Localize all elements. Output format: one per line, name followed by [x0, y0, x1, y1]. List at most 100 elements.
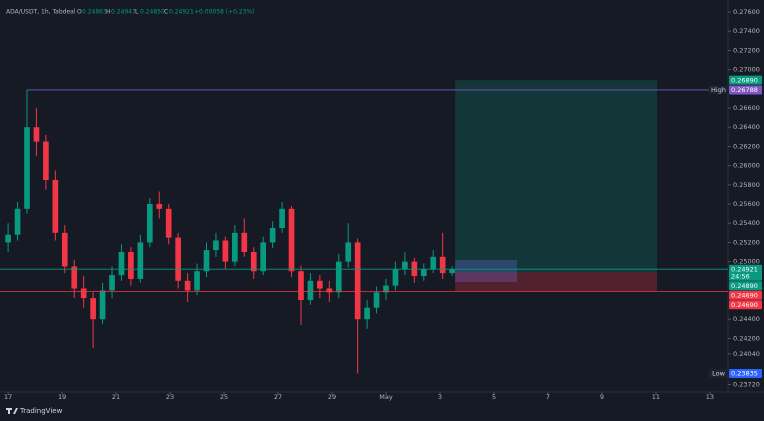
candle-body	[5, 234, 11, 243]
y-tick-label: 0.25400	[733, 219, 760, 227]
candle-body	[52, 180, 59, 233]
x-tick-label: 27	[274, 393, 282, 401]
candle-body	[260, 242, 267, 272]
candle-body	[61, 232, 68, 267]
price-badge-label: 0.24690	[731, 301, 758, 309]
candle-body	[165, 208, 172, 238]
ohlc-value: 0.24863	[82, 9, 107, 16]
candle-body	[279, 208, 285, 229]
candle-body	[250, 252, 257, 272]
candle-body	[213, 240, 219, 251]
x-tick-label: May	[379, 393, 393, 401]
candle-body	[335, 261, 342, 293]
candle-body	[80, 288, 87, 299]
range-box	[455, 260, 518, 282]
target-zone	[455, 80, 658, 273]
price-badge-label: 0.26890	[731, 76, 758, 84]
candle-body	[14, 208, 21, 235]
candle-body	[203, 250, 210, 272]
x-tick-label: 5	[492, 393, 496, 401]
candle-body	[326, 288, 333, 293]
y-tick-label: 0.26200	[733, 142, 760, 150]
price-badge	[729, 368, 762, 378]
candle-body	[184, 280, 191, 291]
countdown: 24:56	[731, 273, 750, 281]
candle-body	[383, 285, 389, 293]
y-tick-label: 0.27400	[733, 27, 760, 35]
y-tick-label: 0.27200	[733, 46, 760, 54]
price-badge	[729, 281, 762, 291]
legend: ADA/USDT, 1h, Tabdeal O 0.24863 H 0.2494…	[6, 9, 255, 16]
candle-body	[43, 141, 49, 181]
candle-body	[241, 232, 248, 253]
candle-body	[402, 261, 408, 270]
y-tick-label: 0.25800	[733, 181, 760, 189]
candle-body	[232, 232, 238, 262]
price-badge-label: 0.24890	[731, 282, 758, 290]
candle-body	[175, 237, 181, 281]
y-tick-label: 0.24200	[733, 334, 760, 342]
x-tick-label: 11	[652, 393, 660, 401]
candle-body	[128, 252, 134, 279]
ohlc-value: 0.24850	[140, 9, 165, 16]
candle-body	[24, 127, 30, 209]
x-tick-label: 25	[220, 393, 228, 401]
candle-body	[269, 228, 276, 243]
x-tick-label: 17	[4, 393, 12, 401]
x-tick-label: 3	[438, 393, 442, 401]
candle-body	[373, 292, 380, 308]
stop-zone	[455, 272, 658, 292]
candle-body	[194, 271, 200, 291]
candle-body	[430, 256, 437, 270]
candle-body	[222, 240, 229, 262]
candle-body	[364, 307, 370, 320]
candle-body	[354, 242, 361, 320]
y-tick-label: 0.26600	[733, 104, 760, 112]
price-badge-label: 0.23835	[731, 370, 758, 378]
candle-body	[317, 280, 323, 289]
ohlc-key: L	[135, 9, 139, 16]
tag-badge	[709, 85, 728, 95]
candle-body	[118, 252, 125, 276]
candle-body	[99, 290, 106, 320]
candle-body	[392, 269, 399, 286]
x-tick-label: 7	[546, 393, 550, 401]
y-tick-label: 0.27000	[733, 66, 760, 74]
x-tick-label: 23	[166, 393, 174, 401]
ohlc-key: O	[77, 9, 82, 16]
price-badge-label: 0.24921	[731, 265, 758, 273]
tag-badge	[709, 368, 728, 378]
ohlc-value: 0.24921	[169, 9, 194, 16]
y-tick-label: 0.26400	[733, 123, 760, 131]
ohlc-value: 0.24947	[111, 9, 136, 16]
ohlc-change: +0.00058 (+0.23%)	[194, 9, 255, 16]
price-badge	[729, 300, 762, 310]
tag-label: High	[711, 86, 726, 94]
y-tick-label: 0.25000	[733, 258, 760, 266]
candle-body	[71, 266, 78, 289]
candle-body	[420, 269, 427, 277]
candle-body	[33, 127, 40, 142]
candle-body	[439, 256, 446, 274]
price-badge	[729, 290, 762, 300]
brand: TradingView	[6, 407, 63, 415]
x-tick-label: 13	[706, 393, 714, 401]
x-tick-label: 21	[112, 393, 120, 401]
candle-body	[449, 269, 455, 274]
y-tick-label: 0.25200	[733, 238, 760, 246]
x-tick-label: 29	[328, 393, 336, 401]
x-tick-label: 19	[58, 393, 66, 401]
price-badge-label: 0.26788	[731, 86, 758, 94]
y-tick-label: 0.23720	[733, 381, 760, 389]
y-tick-label: 0.26000	[733, 162, 760, 170]
symbol: ADA/USDT, 1h, Tabdeal	[6, 9, 76, 16]
y-tick-label: 0.24040	[733, 350, 760, 358]
logo	[6, 408, 18, 414]
candle-body	[90, 298, 96, 320]
candle-body	[146, 204, 153, 243]
price-badge	[729, 75, 762, 85]
y-tick-label: 0.25600	[733, 200, 760, 208]
price-badge	[729, 264, 762, 281]
